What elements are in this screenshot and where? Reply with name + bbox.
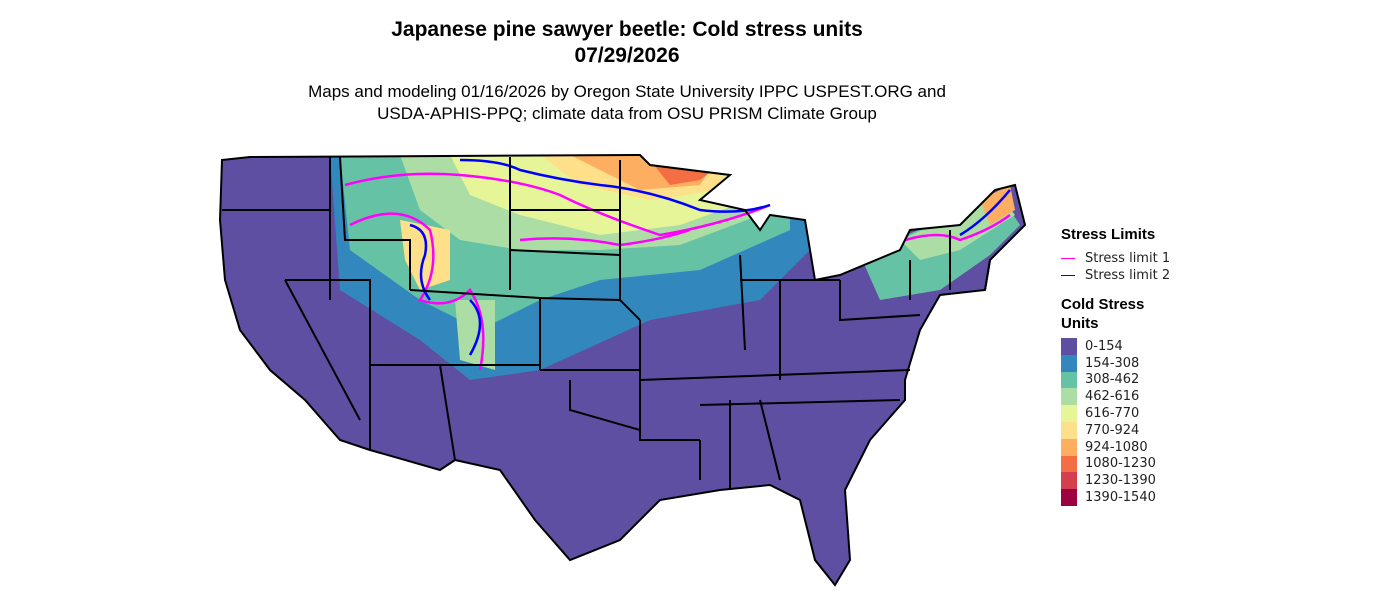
legend-units-title-2: Units [1061, 315, 1099, 332]
legend-bin-label: 924-1080 [1085, 439, 1148, 455]
legend-bin: 154-308 [1061, 354, 1170, 372]
map-date: 07/29/2026 [574, 44, 680, 67]
legend-swatch [1061, 489, 1077, 506]
legend-swatch [1061, 455, 1077, 473]
legend-item-stress-limit-1: Stress limit 1 [1061, 250, 1170, 267]
legend-item-stress-limit-2: Stress limit 2 [1061, 267, 1170, 284]
subtitle-line-2: USDA-APHIS-PPQ; climate data from OSU PR… [377, 104, 877, 123]
legend-limits-title: Stress Limits [1061, 226, 1156, 243]
state-boundaries [219, 154, 1026, 586]
legend-bins: 0-154 154-308 308-462 462-616 616-770 770-924… [1061, 338, 1170, 506]
legend-bin: 616-770 [1061, 405, 1170, 422]
legend-bin-label: 0-154 [1085, 338, 1123, 354]
legend-bin-label: 1080-1230 [1085, 456, 1156, 472]
legend-bin: 1390-1540 [1061, 489, 1170, 506]
legend-bin: 462-616 [1061, 388, 1170, 406]
legend: Stress Limits Stress limit 1 Stress limi… [1061, 225, 1170, 506]
legend-bin: 1080-1230 [1061, 455, 1170, 473]
legend-bin-label: 770-924 [1085, 422, 1140, 438]
legend-swatch [1061, 371, 1077, 389]
legend-swatch [1061, 438, 1077, 456]
subtitle-line-1: Maps and modeling 01/16/2026 by Oregon S… [308, 82, 946, 101]
legend-swatch [1061, 354, 1077, 372]
map-title: Japanese pine sawyer beetle: Cold stress… [391, 18, 863, 41]
legend-bin: 1230-1390 [1061, 472, 1170, 490]
legend-bin-label: 616-770 [1085, 406, 1140, 422]
legend-swatch [1061, 472, 1077, 490]
legend-bin-label: 462-616 [1085, 389, 1140, 405]
legend-bin: 0-154 [1061, 338, 1170, 355]
legend-bin-label: 154-308 [1085, 355, 1140, 371]
stress-limit-contours [344, 158, 1011, 371]
legend-swatch [1061, 405, 1077, 422]
stress-raster [220, 155, 1025, 585]
legend-swatch [1061, 388, 1077, 406]
legend-bin-label: 1390-1540 [1085, 490, 1156, 506]
legend-swatch [1061, 421, 1077, 439]
legend-bin: 308-462 [1061, 371, 1170, 389]
legend-bin-label: 1230-1390 [1085, 473, 1156, 489]
legend-swatch [1061, 338, 1077, 355]
legend-units-title: Cold Stress [1061, 296, 1145, 313]
legend-bin: 770-924 [1061, 421, 1170, 439]
legend-bin: 924-1080 [1061, 438, 1170, 456]
legend-bin-label: 308-462 [1085, 372, 1140, 388]
